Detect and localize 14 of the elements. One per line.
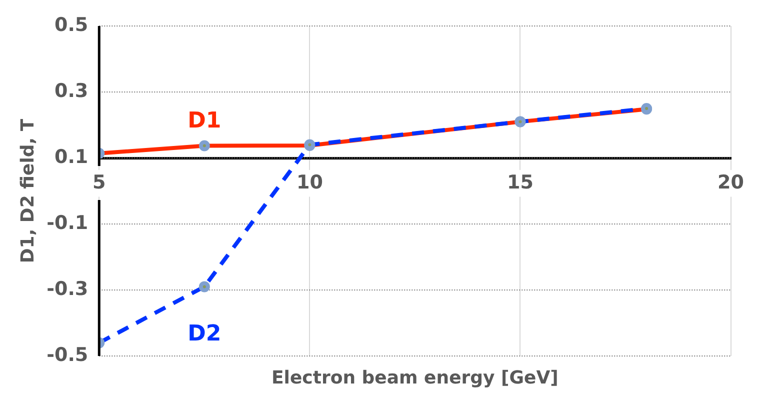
y-tick-label: 0.1 [54, 146, 88, 168]
series-label: D2 [188, 321, 222, 346]
series-label: D1 [188, 108, 222, 134]
x-axis-title: Electron beam energy [GeV] [272, 368, 558, 389]
y-tick-label: 0.3 [54, 80, 88, 102]
y-tick-label: -0.1 [46, 212, 88, 234]
y-tick-label: -0.5 [46, 344, 88, 366]
x-tick-label: 5 [92, 171, 106, 194]
y-tick-label: 0.5 [54, 14, 88, 36]
y-axis-title: D1, D2 field, T [17, 118, 38, 264]
x-tick-label: 10 [296, 171, 323, 194]
x-tick-label: 15 [507, 171, 534, 194]
y-tick-label: -0.3 [46, 278, 88, 300]
x-tick-label: 20 [718, 171, 744, 194]
